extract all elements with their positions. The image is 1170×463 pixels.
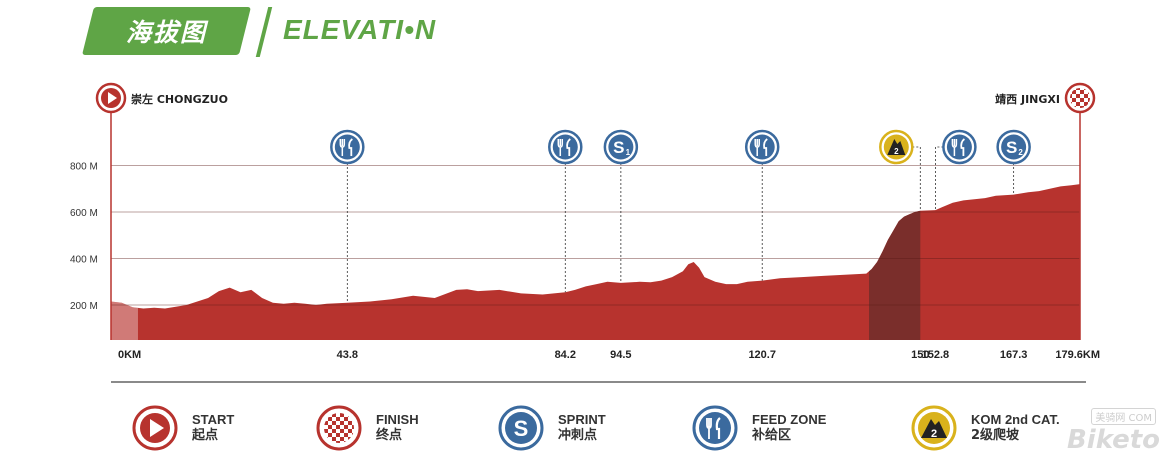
- start-location-label: 崇左 CHONGZUO: [131, 92, 228, 106]
- x-tick-label: 43.8: [337, 349, 358, 361]
- mountain-glyph: [887, 139, 906, 155]
- legend-kom: 2 KOM 2nd CAT. 2级爬坡: [911, 403, 1060, 453]
- legend-sprint-en: SPRINT: [558, 412, 606, 427]
- x-tick-label: 94.5: [610, 349, 631, 361]
- sprint-glyph: S: [613, 138, 624, 157]
- kom-number: 2: [894, 147, 899, 156]
- fork-glyph: [951, 139, 958, 156]
- marker-disc: [946, 134, 972, 160]
- legend-feed-cn: 补给区: [752, 428, 792, 443]
- marker-disc: [749, 134, 775, 160]
- finish-flag-icon: [316, 405, 362, 451]
- feed-marker-icon: [548, 129, 583, 165]
- x-tick-label: 120.7: [748, 349, 776, 361]
- knife-glyph: [960, 138, 965, 156]
- x-tick-label: 167.3: [1000, 349, 1028, 361]
- legend-finish: FINISH 终点: [316, 403, 419, 453]
- knife-glyph: [348, 138, 353, 156]
- feed-zone-icon: [692, 405, 738, 451]
- legend-start-cn: 起点: [192, 428, 219, 443]
- finish-location-label: 靖西 JINGXI: [995, 92, 1060, 106]
- watermark-logo: Biketo: [1066, 425, 1160, 455]
- knife-glyph: [763, 138, 768, 156]
- fork-glyph: [754, 139, 760, 156]
- y-tick-label: 600 M: [70, 208, 98, 219]
- legend-feed: FEED ZONE 补给区: [692, 403, 826, 453]
- elevation-area: [111, 184, 1080, 340]
- start-segment: [111, 184, 138, 340]
- legend-kom-en: KOM 2nd CAT.: [971, 412, 1060, 427]
- legend-finish-cn: 终点: [376, 428, 403, 443]
- marker-disc: [334, 134, 360, 160]
- y-tick-label: 400 M: [70, 255, 98, 266]
- feed-marker-icon: [744, 129, 780, 165]
- feed-marker-icon: [330, 129, 365, 165]
- marker-disc: [608, 134, 634, 160]
- marker-disc: [1001, 134, 1027, 160]
- knife-glyph: [566, 138, 571, 156]
- finish-marker-icon: [1064, 82, 1096, 114]
- kom-icon: 2: [911, 405, 957, 451]
- y-tick-label: 800 M: [70, 162, 98, 173]
- svg-text:S: S: [514, 416, 529, 441]
- start-icon: [132, 405, 178, 451]
- legend-sprint: S SPRINT 冲刺点: [498, 403, 606, 453]
- svg-text:2: 2: [931, 428, 937, 440]
- kom-marker-icon: 2: [879, 129, 914, 165]
- x-tick-label: 150: [911, 349, 929, 361]
- start-marker-play: [108, 92, 117, 104]
- marker-disc: [552, 134, 578, 160]
- x-tick-label: 0KM: [118, 349, 141, 361]
- sprint-glyph: S: [1006, 138, 1017, 157]
- legend-kom-cn: 2级爬坡: [971, 428, 1020, 443]
- legend-start: START 起点: [132, 403, 234, 453]
- x-tick-label: 179.6KM: [1055, 349, 1100, 361]
- x-tick-label: 152.8: [922, 349, 950, 361]
- watermark-sub: 美骑网 COM: [1091, 408, 1156, 425]
- fork-glyph: [339, 139, 346, 156]
- legend-feed-en: FEED ZONE: [752, 412, 827, 427]
- fork-glyph: [557, 139, 564, 156]
- elevation-chart: 200 M 400 M 600 M 800 M 0KM 43.8 84.2 94.5 120.7…: [70, 82, 1100, 383]
- header-badge-label: 海拔图: [125, 18, 207, 47]
- legend-start-en: START: [192, 412, 235, 427]
- feed-marker-icon: [942, 129, 977, 165]
- sprint-number: 2: [1018, 148, 1023, 157]
- x-tick-label: 84.2: [555, 349, 576, 361]
- finish-marker-checker: [1070, 88, 1090, 108]
- sprint-number: 1: [626, 148, 631, 157]
- sprint-icon: S: [498, 405, 544, 451]
- legend-finish-en: FINISH: [376, 412, 419, 427]
- legend-sprint-cn: 冲刺点: [558, 428, 598, 443]
- start-marker-icon: [95, 82, 127, 114]
- y-tick-label: 200 M: [70, 301, 98, 312]
- page-title: ELEVATI•N: [283, 14, 437, 45]
